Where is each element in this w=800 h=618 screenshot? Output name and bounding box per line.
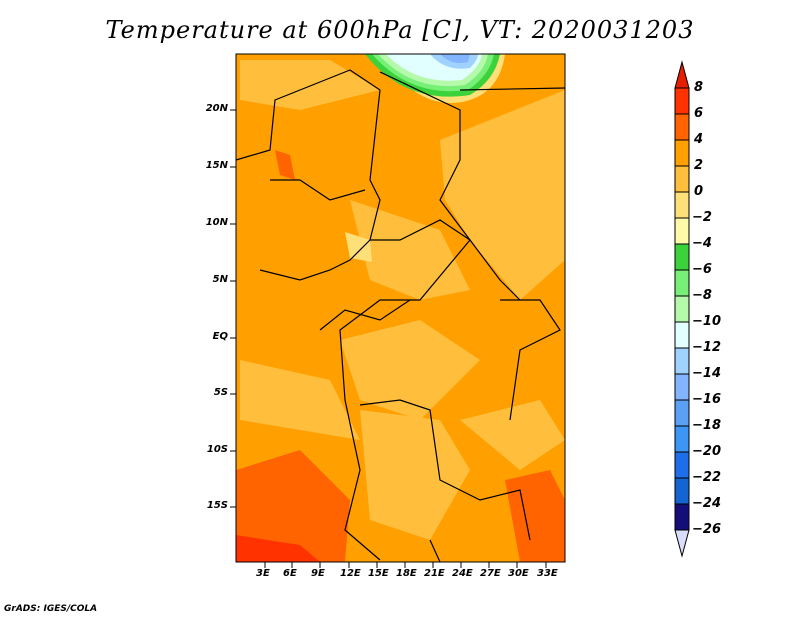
lat-label: 5N bbox=[212, 274, 228, 285]
lat-label: 10N bbox=[205, 217, 228, 228]
lon-label: 6E bbox=[283, 568, 297, 579]
colorbar-bin bbox=[674, 295, 690, 323]
lat-label: 15S bbox=[206, 500, 228, 511]
colorbar bbox=[674, 60, 690, 558]
lon-label: 12E bbox=[340, 568, 361, 579]
lon-label: 15E bbox=[368, 568, 389, 579]
colorbar-label: −24 bbox=[692, 496, 721, 511]
colorbar-label: −12 bbox=[692, 340, 721, 355]
lat-label: 20N bbox=[205, 103, 228, 114]
colorbar-top-arrow bbox=[674, 60, 690, 89]
lon-label: 9E bbox=[311, 568, 325, 579]
colorbar-bin bbox=[674, 477, 690, 505]
lat-label: 15N bbox=[205, 160, 228, 171]
colorbar-label: −14 bbox=[692, 366, 721, 381]
colorbar-label: −26 bbox=[692, 522, 721, 537]
lat-label: EQ bbox=[212, 331, 228, 342]
colorbar-bottom-arrow bbox=[674, 529, 690, 558]
lon-label: 33E bbox=[537, 568, 558, 579]
colorbar-bin bbox=[674, 87, 690, 115]
colorbar-label: −20 bbox=[692, 444, 721, 459]
colorbar-bin bbox=[674, 243, 690, 271]
grads-credit: GrADS: IGES/COLA bbox=[4, 604, 98, 614]
lon-label: 3E bbox=[256, 568, 270, 579]
colorbar-label: −2 bbox=[692, 210, 712, 225]
lon-label: 18E bbox=[396, 568, 417, 579]
colorbar-bin bbox=[674, 503, 690, 531]
colorbar-label: −18 bbox=[692, 418, 721, 433]
colorbar-bin bbox=[674, 321, 690, 349]
colorbar-label: 4 bbox=[694, 132, 704, 147]
colorbar-bin bbox=[674, 425, 690, 453]
colorbar-bin bbox=[674, 399, 690, 427]
colorbar-label: −10 bbox=[692, 314, 721, 329]
colorbar-bin bbox=[674, 269, 690, 297]
lat-label: 5S bbox=[213, 387, 228, 398]
lon-label: 30E bbox=[508, 568, 529, 579]
lat-label: 10S bbox=[206, 444, 228, 455]
map-title: Temperature at 600hPa [C], VT: 202003120… bbox=[105, 16, 695, 44]
colorbar-label: 2 bbox=[694, 158, 704, 173]
colorbar-label: −6 bbox=[692, 262, 712, 277]
colorbar-bin bbox=[674, 113, 690, 141]
lon-label: 24E bbox=[452, 568, 473, 579]
colorbar-label: −16 bbox=[692, 392, 721, 407]
lon-label: 21E bbox=[424, 568, 445, 579]
colorbar-bin bbox=[674, 139, 690, 167]
colorbar-bin bbox=[674, 191, 690, 219]
lon-label: 27E bbox=[480, 568, 501, 579]
colorbar-bin bbox=[674, 373, 690, 401]
colorbar-label: −4 bbox=[692, 236, 712, 251]
colorbar-bin bbox=[674, 217, 690, 245]
colorbar-bin bbox=[674, 165, 690, 193]
temperature-field bbox=[236, 54, 565, 562]
colorbar-label: 8 bbox=[694, 80, 704, 95]
colorbar-label: −8 bbox=[692, 288, 712, 303]
map-frame bbox=[235, 53, 566, 563]
colorbar-label: −22 bbox=[692, 470, 721, 485]
colorbar-bin bbox=[674, 347, 690, 375]
colorbar-label: 6 bbox=[694, 106, 704, 121]
country-borders bbox=[235, 69, 566, 563]
colorbar-label: 0 bbox=[694, 184, 704, 199]
axis-ticks bbox=[230, 109, 547, 568]
colorbar-bin bbox=[674, 451, 690, 479]
